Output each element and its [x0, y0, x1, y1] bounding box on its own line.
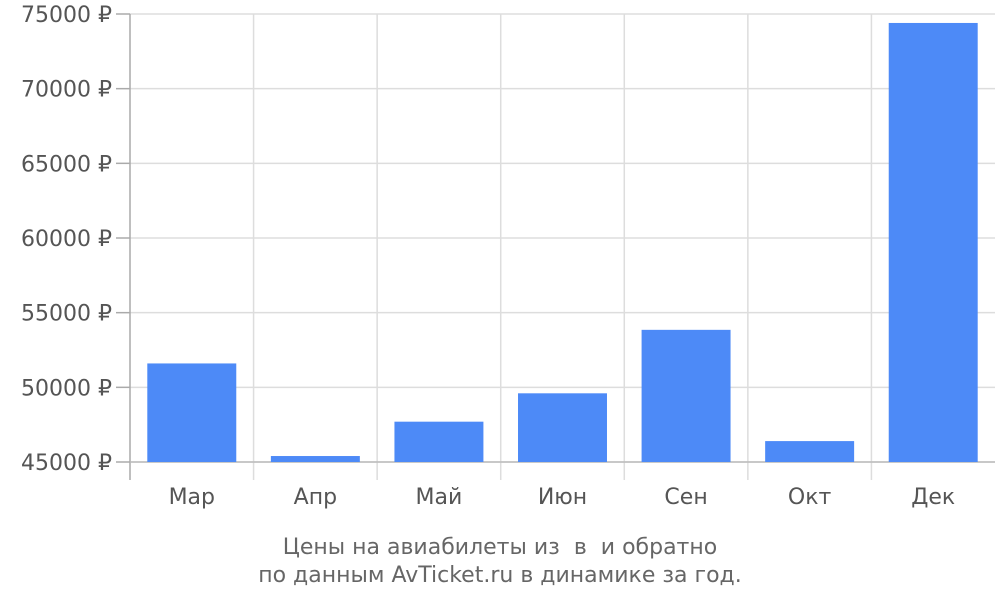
bar-6: [765, 441, 855, 462]
y-tick-label: 60000 ₽: [21, 227, 112, 252]
x-tick-label: Июн: [538, 485, 587, 510]
x-tick-label: Сен: [664, 485, 707, 510]
bar-3: [394, 421, 484, 462]
chart-caption-line-1: Цены на авиабилеты из в и обратно: [282, 535, 718, 560]
bar-5: [641, 329, 731, 462]
x-tick-label: Мар: [169, 485, 215, 510]
bar-7: [888, 22, 978, 463]
chart-caption-line-2: по данным AvTicket.ru в динамике за год.: [258, 563, 742, 588]
y-tick-label: 75000 ₽: [21, 3, 112, 28]
x-tick-label: Май: [416, 485, 463, 510]
x-tick-label: Окт: [788, 485, 832, 510]
y-tick-label: 45000 ₽: [21, 451, 112, 476]
y-tick-label: 65000 ₽: [21, 152, 112, 177]
bar-4: [518, 393, 607, 462]
y-tick-label: 70000 ₽: [21, 78, 112, 103]
bar-2: [270, 456, 360, 462]
x-tick-label: Апр: [294, 485, 337, 510]
bar-1: [147, 363, 237, 462]
y-tick-label: 50000 ₽: [21, 376, 112, 401]
y-tick-label: 55000 ₽: [21, 302, 112, 327]
x-tick-label: Дек: [911, 485, 955, 510]
